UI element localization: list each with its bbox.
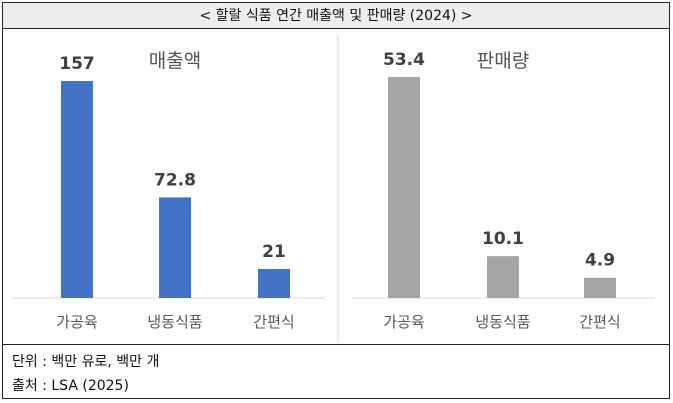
figure-frame: < 할랄 식품 연간 매출액 및 판매량 (2024) > 단위 : 백만 유로… (2, 2, 670, 399)
unit-note: 단위 : 백만 유로, 백만 개 (12, 354, 160, 370)
category-tick-label: 가공육 (56, 313, 97, 331)
data-label: 4.9 (585, 251, 615, 271)
bar (388, 77, 420, 298)
sales-revenue-chart: 매출액 157 가공육 72.8 냉동식품 21 간편식 (12, 50, 325, 331)
source-note: 출처 : LSA (2025) (12, 378, 129, 394)
sales-volume-chart: 판매량 53.4 가공육 10.1 냉동식품 4.9 간편식 (352, 50, 655, 331)
category-tick-label: 냉동식품 (475, 313, 530, 331)
category-tick-label: 간편식 (253, 313, 294, 331)
data-label: 21 (262, 242, 286, 262)
bar (258, 268, 290, 298)
category-tick-label: 냉동식품 (147, 313, 202, 331)
data-label: 53.4 (383, 50, 425, 70)
category-tick-label: 간편식 (579, 313, 620, 331)
figure-title: < 할랄 식품 연간 매출액 및 판매량 (2024) > (3, 3, 669, 29)
bar (159, 197, 191, 298)
bar (61, 81, 93, 298)
chart-title: 판매량 (477, 50, 529, 72)
category-tick-label: 가공육 (383, 313, 424, 331)
data-label: 157 (59, 54, 95, 74)
chart-title: 매출액 (149, 50, 201, 72)
bar (487, 256, 519, 298)
footer-divider (3, 344, 669, 345)
bar (584, 277, 616, 298)
data-label: 10.1 (482, 229, 524, 249)
data-label: 72.8 (154, 170, 196, 190)
